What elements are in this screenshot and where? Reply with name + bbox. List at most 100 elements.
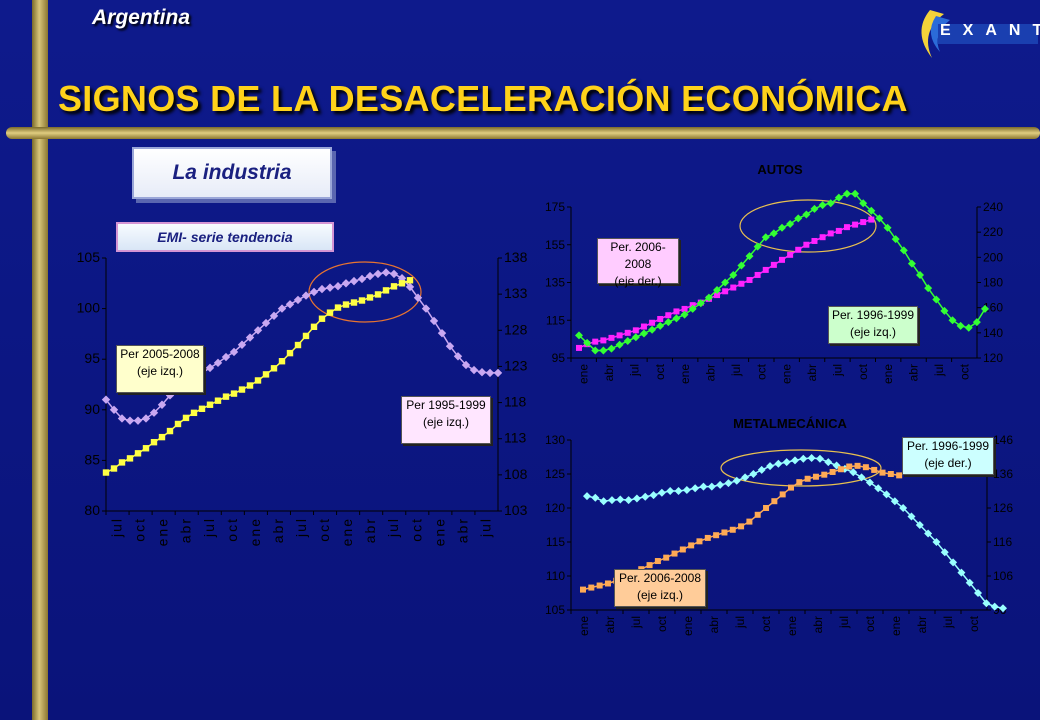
data-point <box>815 454 824 463</box>
data-point <box>649 319 656 326</box>
data-point <box>182 414 190 422</box>
x-tick-label: ene <box>247 517 263 546</box>
y-right-tick-label: 240 <box>983 200 1003 214</box>
data-point <box>253 326 263 335</box>
x-tick-label: ene <box>577 364 591 384</box>
data-point <box>810 204 819 213</box>
x-tick-label: abr <box>270 517 286 543</box>
data-point <box>699 482 708 491</box>
data-point <box>110 465 118 472</box>
y-left-tick-label: 120 <box>545 501 565 515</box>
data-point <box>646 562 653 569</box>
data-point <box>681 305 688 312</box>
data-point <box>382 287 390 294</box>
data-point <box>580 586 586 593</box>
data-point <box>990 602 999 611</box>
data-point <box>757 465 766 474</box>
data-point <box>714 292 721 299</box>
x-tick-label: abr <box>704 364 718 381</box>
data-point <box>165 391 175 400</box>
emi-label-2005-2008: Per 2005-2008 (eje izq.) <box>116 345 204 393</box>
data-point <box>663 554 670 561</box>
x-tick-label: jul <box>729 364 743 377</box>
data-point <box>804 475 811 482</box>
data-point <box>477 368 487 377</box>
data-point <box>230 390 238 397</box>
data-point <box>874 484 883 493</box>
data-point <box>302 332 310 340</box>
data-point <box>591 346 600 355</box>
data-point <box>109 405 119 414</box>
data-point <box>916 270 925 279</box>
x-tick-label: oct <box>759 615 773 632</box>
data-point <box>624 496 633 505</box>
data-point <box>791 456 799 465</box>
data-point <box>819 234 826 241</box>
data-point <box>374 291 382 298</box>
y-right-tick-label: 126 <box>993 501 1013 515</box>
data-point <box>867 206 876 215</box>
data-point <box>749 470 758 478</box>
data-point <box>158 433 166 441</box>
data-point <box>229 347 239 357</box>
data-point <box>794 214 803 223</box>
data-point <box>965 578 974 587</box>
x-tick-label: oct <box>316 517 332 542</box>
data-point <box>924 529 933 538</box>
data-point <box>325 283 335 292</box>
data-point <box>102 469 110 476</box>
data-point <box>261 318 271 328</box>
data-point <box>846 463 853 470</box>
emi-label-2005-2008-text: Per 2005-2008 (eje izq.) <box>120 347 200 378</box>
data-point <box>745 252 754 261</box>
data-point <box>796 479 803 486</box>
data-point <box>696 299 705 308</box>
data-point <box>632 327 639 334</box>
x-tick-label: abr <box>915 616 929 633</box>
autos-chart-title: AUTOS <box>757 162 803 177</box>
data-point <box>842 189 851 198</box>
emi-label-1995-1999-text: Per 1995-1999 (eje izq.) <box>406 398 486 429</box>
metal-label-2006-2008: Per. 2006-2008 (eje izq.) <box>614 569 706 607</box>
metalmecanica-chart-title: METALMECÁNICA <box>733 416 847 431</box>
data-point <box>654 558 661 565</box>
data-point <box>350 299 358 306</box>
data-point <box>623 337 632 346</box>
data-point <box>782 458 791 467</box>
data-point <box>860 219 867 226</box>
x-tick-label: ene <box>881 364 895 384</box>
x-tick-label: oct <box>224 517 240 542</box>
y-left-tick-label: 100 <box>77 300 101 316</box>
data-point <box>214 397 222 404</box>
y-right-tick-label: 113 <box>504 430 527 446</box>
data-point <box>596 582 603 589</box>
data-point <box>166 427 174 435</box>
data-point <box>746 276 753 283</box>
emi-chart: 80 85 90 95 100 105 103 108 113 118 123 128 133 138 ju… <box>77 249 528 546</box>
data-point <box>101 395 111 404</box>
data-point <box>599 346 608 355</box>
y-right-tick-label: 116 <box>993 535 1012 549</box>
data-point <box>771 498 778 505</box>
logo-text: EXANTE <box>940 22 1040 39</box>
data-point <box>157 400 167 409</box>
data-point <box>317 284 327 294</box>
data-point <box>604 580 611 587</box>
data-point <box>134 450 142 457</box>
x-tick-label: jul <box>109 517 125 538</box>
data-point <box>591 493 600 502</box>
data-point <box>957 568 966 577</box>
x-tick-label: ene <box>780 364 794 384</box>
data-point <box>576 344 582 351</box>
data-point <box>453 352 463 361</box>
data-point <box>721 278 730 287</box>
data-point <box>679 546 686 553</box>
x-tick-label: oct <box>408 517 424 542</box>
data-point <box>724 479 733 488</box>
x-tick-label: ene <box>155 517 171 546</box>
data-point <box>713 286 722 295</box>
data-point <box>786 219 795 228</box>
data-point <box>237 340 247 349</box>
data-point <box>648 325 657 334</box>
